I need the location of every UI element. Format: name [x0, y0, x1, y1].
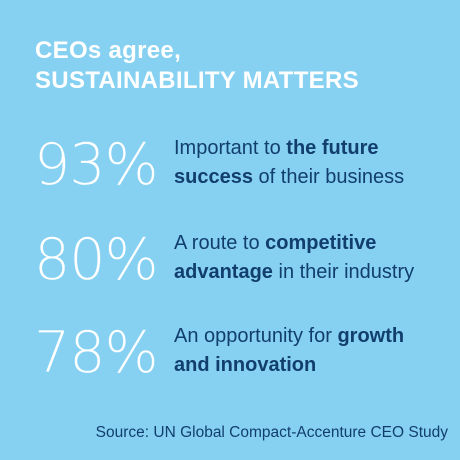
- headline-line-2: SUSTAINABILITY MATTERS: [35, 67, 359, 94]
- stat-item-93: 93% Important to the future success of t…: [34, 130, 434, 210]
- stat-description-line-2: success of their business: [174, 163, 436, 192]
- stat-percentage: 93%: [34, 132, 159, 198]
- emphasis-text: and innovation: [174, 354, 317, 376]
- emphasis-text: the future: [286, 137, 379, 159]
- stat-item-80: 80% A route to competitive advantage in …: [34, 225, 434, 305]
- stat-description: Important to the future success of their…: [174, 134, 436, 192]
- emphasis-text: success: [174, 166, 253, 188]
- stat-description-line-2: and innovation: [174, 351, 436, 380]
- source-citation: Source: UN Global Compact-Accenture CEO …: [95, 424, 448, 441]
- stat-description: An opportunity for growth and innovation: [174, 322, 436, 380]
- stat-description-line-1: Important to the future: [174, 134, 436, 163]
- plain-text: in their industry: [272, 261, 415, 283]
- stat-item-78: 78% An opportunity for growth and innova…: [34, 318, 434, 398]
- plain-text: An opportunity for: [174, 325, 338, 347]
- stat-description-line-1: An opportunity for growth: [174, 322, 436, 351]
- emphasis-text: competitive: [265, 232, 377, 254]
- plain-text: A route to: [174, 232, 266, 254]
- stat-description-line-2: advantage in their industry: [174, 258, 436, 287]
- headline-line-1: CEOs agree,: [35, 37, 182, 64]
- stat-percentage: 80%: [34, 227, 159, 293]
- emphasis-text: growth: [337, 325, 405, 347]
- stat-percentage: 78%: [34, 320, 159, 386]
- plain-text: of their business: [252, 166, 405, 188]
- stat-description-line-1: A route to competitive: [174, 229, 436, 258]
- stat-description: A route to competitive advantage in thei…: [174, 229, 436, 287]
- emphasis-text: advantage: [174, 261, 273, 283]
- headline: CEOs agree, SUSTAINABILITY MATTERS: [35, 36, 359, 96]
- plain-text: Important to: [174, 137, 287, 159]
